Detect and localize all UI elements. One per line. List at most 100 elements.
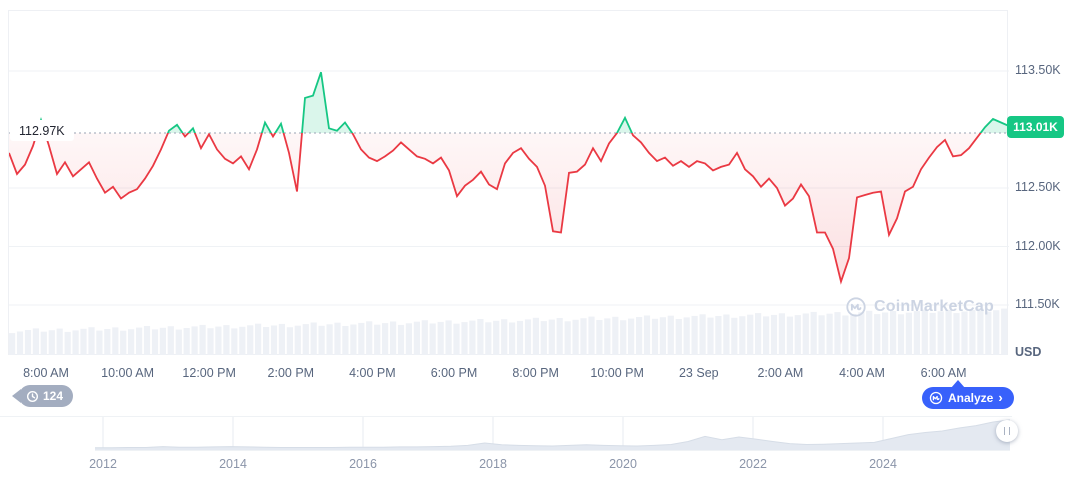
navigator-year-label: 2012 bbox=[89, 457, 117, 471]
volume-bar bbox=[263, 327, 270, 355]
volume-bar bbox=[977, 308, 984, 355]
volume-bar bbox=[548, 319, 555, 355]
history-count-badge[interactable]: 124 bbox=[19, 385, 74, 407]
volume-bar bbox=[985, 311, 992, 355]
current-price-badge: 113.01K bbox=[1007, 116, 1064, 138]
volume-bar bbox=[453, 323, 460, 355]
x-axis-label: 8:00 AM bbox=[23, 366, 69, 380]
price-line-chart[interactable] bbox=[9, 11, 1009, 356]
volume-bar bbox=[921, 309, 928, 355]
volume-bar bbox=[778, 313, 785, 355]
volume-bar bbox=[810, 311, 817, 355]
volume-bar bbox=[48, 330, 55, 355]
navigator-year-label: 2014 bbox=[219, 457, 247, 471]
volume-bar bbox=[382, 323, 389, 355]
volume-bar bbox=[858, 312, 865, 355]
volume-bar bbox=[334, 322, 341, 355]
volume-bar bbox=[723, 314, 730, 355]
volume-bar bbox=[80, 328, 87, 355]
volume-bar bbox=[167, 326, 174, 355]
volume-bar bbox=[969, 310, 976, 355]
volume-bar bbox=[628, 318, 635, 355]
navigator-area-chart[interactable] bbox=[95, 417, 1011, 450]
navigator-year-label: 2016 bbox=[349, 457, 377, 471]
volume-bar bbox=[56, 328, 63, 355]
area-fill-down bbox=[9, 133, 1009, 282]
volume-bar bbox=[651, 318, 659, 355]
volume-bar bbox=[223, 325, 230, 355]
volume-bar bbox=[850, 313, 857, 355]
analyze-button[interactable]: Analyze › bbox=[922, 387, 1014, 409]
y-axis-label: 111.50K bbox=[1015, 297, 1060, 311]
volume-bar bbox=[572, 319, 579, 355]
volume-bar bbox=[556, 318, 563, 355]
navigator-resize-handle[interactable] bbox=[996, 420, 1018, 442]
volume-bar bbox=[866, 310, 873, 355]
volume-bar bbox=[9, 333, 16, 355]
volume-bar bbox=[112, 327, 119, 355]
volume-bar bbox=[445, 320, 452, 355]
volume-bar bbox=[374, 324, 381, 355]
volume-bar bbox=[620, 320, 627, 355]
volume-bar bbox=[24, 330, 32, 355]
volume-bar bbox=[834, 312, 841, 355]
unit-label: USD bbox=[1015, 345, 1042, 359]
volume-bar bbox=[588, 316, 595, 355]
volume-bar bbox=[755, 313, 762, 355]
x-axis-label: 6:00 PM bbox=[430, 366, 478, 380]
chevron-right-icon: › bbox=[998, 390, 1003, 405]
x-axis-label: 2:00 AM bbox=[757, 366, 804, 380]
volume-bar bbox=[509, 322, 516, 355]
history-badge-tail bbox=[12, 389, 21, 403]
volume-bar bbox=[413, 321, 420, 355]
volume-bar bbox=[318, 325, 325, 355]
volume-bar bbox=[493, 320, 500, 355]
volume-bar bbox=[120, 330, 127, 355]
y-axis-label: 112.50K bbox=[1015, 180, 1061, 194]
volume-bar bbox=[239, 326, 246, 355]
navigator-year-label: 2022 bbox=[739, 457, 767, 471]
volume-bar bbox=[366, 321, 373, 355]
volume-bar bbox=[1001, 308, 1008, 355]
volume-bar bbox=[675, 319, 682, 355]
volume-bar bbox=[794, 315, 801, 355]
volume-bar bbox=[937, 311, 944, 355]
x-axis-label: 6:00 AM bbox=[920, 366, 967, 380]
volume-bar bbox=[945, 309, 952, 355]
navigator-area-outline bbox=[95, 419, 1011, 449]
volume-bar bbox=[532, 317, 539, 355]
volume-bar bbox=[659, 317, 666, 355]
volume-bar bbox=[183, 328, 190, 355]
analyze-caret bbox=[951, 380, 965, 388]
volume-bar bbox=[231, 328, 238, 355]
volume-bar bbox=[207, 328, 214, 355]
volume-bar bbox=[643, 315, 651, 355]
y-axis-label: 113.50K bbox=[1015, 63, 1061, 77]
baseline-price-label: 112.97K bbox=[10, 120, 74, 141]
volume-bar bbox=[802, 313, 809, 355]
volume-bar bbox=[516, 320, 524, 355]
volume-bar bbox=[215, 326, 222, 355]
navigator-top-divider bbox=[0, 416, 1012, 417]
volume-bar bbox=[175, 329, 182, 355]
volume-bar bbox=[278, 323, 285, 355]
price-line-up bbox=[36, 71, 1009, 133]
volume-bar bbox=[358, 322, 365, 355]
volume-bar bbox=[715, 316, 722, 355]
x-axis-label: 12:00 PM bbox=[182, 366, 236, 380]
volume-bar bbox=[247, 325, 254, 355]
volume-bar bbox=[905, 312, 912, 355]
volume-bar bbox=[350, 324, 357, 355]
navigator-area bbox=[95, 419, 1010, 450]
y-axis-label: 112.00K bbox=[1015, 238, 1061, 253]
navigator[interactable] bbox=[95, 417, 1011, 450]
volume-bar bbox=[469, 320, 476, 355]
volume-bar bbox=[882, 312, 889, 355]
volume-bar bbox=[32, 328, 39, 355]
volume-bar bbox=[128, 329, 135, 355]
history-clock-icon bbox=[26, 390, 39, 403]
volume-bar bbox=[429, 323, 436, 355]
coinmarketcap-logo-icon bbox=[929, 391, 943, 405]
volume-bar bbox=[294, 325, 301, 355]
volume-bar bbox=[818, 315, 825, 355]
